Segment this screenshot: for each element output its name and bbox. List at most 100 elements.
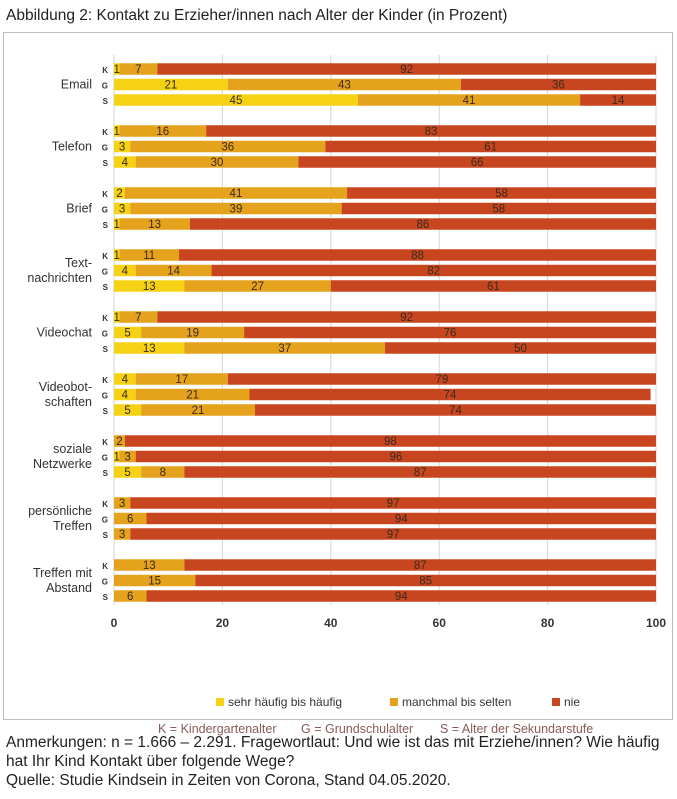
age-code-label: G (102, 516, 108, 525)
age-code-label: G (102, 82, 108, 91)
data-label: 74 (449, 405, 462, 417)
data-label: 92 (400, 312, 413, 324)
data-label: 21 (186, 390, 199, 402)
bar-segment (460, 78, 656, 91)
bar-segment (130, 528, 656, 540)
bar-segment (206, 125, 656, 137)
bar-segment (135, 388, 250, 401)
data-label: 3 (124, 452, 130, 464)
data-label: 39 (230, 204, 243, 216)
data-label: 1 (114, 250, 120, 262)
data-label: 58 (495, 188, 508, 200)
bar-segment (114, 311, 120, 323)
bar-segment (119, 63, 158, 75)
age-code-label: S (103, 221, 109, 230)
legend-item-selten: manchmal bis selten (390, 695, 511, 709)
bar-segment (184, 280, 331, 292)
bar-segment (114, 342, 185, 354)
data-label: 1 (114, 126, 120, 138)
bar-segment (119, 450, 136, 463)
bar-segment (130, 497, 656, 509)
bar-segment (146, 590, 656, 602)
bar-segment (119, 311, 158, 323)
category-label: Telefon (52, 139, 92, 153)
data-label: 2 (116, 188, 122, 200)
figure-notes: Anmerkungen: n = 1.666 – 2.291. Fragewor… (6, 733, 671, 790)
bar-segment (580, 94, 656, 106)
legend-swatch-haeufig (216, 698, 224, 706)
data-label: 16 (156, 126, 169, 138)
data-label: 19 (186, 328, 199, 340)
data-label: 88 (411, 250, 424, 262)
bar-segment (179, 249, 657, 261)
bar-segment (385, 342, 656, 354)
data-label: 58 (492, 204, 505, 216)
data-label: 43 (338, 80, 351, 92)
data-label: 86 (417, 219, 430, 231)
age-code-label: G (102, 268, 108, 277)
bar-segment (157, 311, 657, 323)
category-label: Videobot- (39, 380, 92, 394)
data-label: 2 (116, 436, 122, 448)
bar-segment (184, 342, 385, 354)
age-code-label: G (102, 330, 108, 339)
data-label: 98 (384, 436, 397, 448)
bar-segment (114, 78, 228, 91)
data-label: 85 (419, 576, 432, 588)
x-tick-label: 60 (433, 616, 447, 630)
age-code-label: K (102, 500, 108, 509)
age-code-label: K (102, 562, 108, 571)
data-label: 30 (211, 157, 224, 169)
data-label: 37 (278, 343, 291, 355)
data-label: 1 (114, 219, 120, 231)
data-label: 61 (487, 281, 500, 293)
data-label: 94 (395, 514, 408, 526)
data-label: 13 (143, 343, 156, 355)
data-label: 36 (221, 142, 234, 154)
bar-segment (114, 528, 131, 540)
figure-title: Abbildung 2: Kontakt zu Erzieher/innen n… (6, 7, 508, 24)
data-label: 1 (114, 312, 120, 324)
bar-segment (114, 218, 120, 230)
data-label: 3 (119, 529, 125, 541)
age-code-label: G (102, 144, 108, 153)
data-label: 3 (119, 204, 125, 216)
legend-swatch-nie (552, 698, 560, 706)
data-label: 13 (143, 560, 156, 572)
data-label: 21 (192, 405, 205, 417)
age-code-label: G (102, 578, 108, 587)
data-label: 41 (463, 95, 476, 107)
bar-segment (114, 574, 196, 587)
age-code-label: K (102, 376, 108, 385)
bar-segment (325, 140, 656, 153)
data-label: 82 (427, 266, 440, 278)
bar-segment (114, 404, 142, 416)
data-label: 7 (135, 64, 141, 76)
bar-segment (119, 218, 190, 230)
bar-segment (114, 435, 125, 447)
data-label: 1 (114, 64, 120, 76)
age-code-label: K (102, 128, 108, 137)
legend-label-selten: manchmal bis selten (402, 695, 512, 709)
bar-segment (189, 218, 656, 230)
data-label: 87 (414, 560, 427, 572)
data-label: 4 (122, 374, 129, 386)
age-code-label: S (103, 97, 109, 106)
bar-segment (184, 466, 656, 478)
bar-segment (211, 264, 656, 277)
source-text: Quelle: Studie Kindsein in Zeiten von Co… (6, 772, 451, 789)
age-code-label: S (103, 407, 109, 416)
bar-segment (124, 435, 657, 447)
age-code-label: K (102, 252, 108, 261)
data-label: 14 (167, 266, 180, 278)
legend-item-haeufig: sehr häufig bis häufig (216, 695, 342, 709)
bar-segment (119, 125, 207, 137)
category-label: Brief (66, 201, 92, 215)
age-code-label: S (103, 593, 109, 602)
bar-segment (135, 156, 299, 168)
bar-segment (330, 280, 656, 292)
data-label: 96 (389, 452, 402, 464)
x-tick-label: 20 (216, 616, 230, 630)
bar-segment (195, 574, 657, 587)
